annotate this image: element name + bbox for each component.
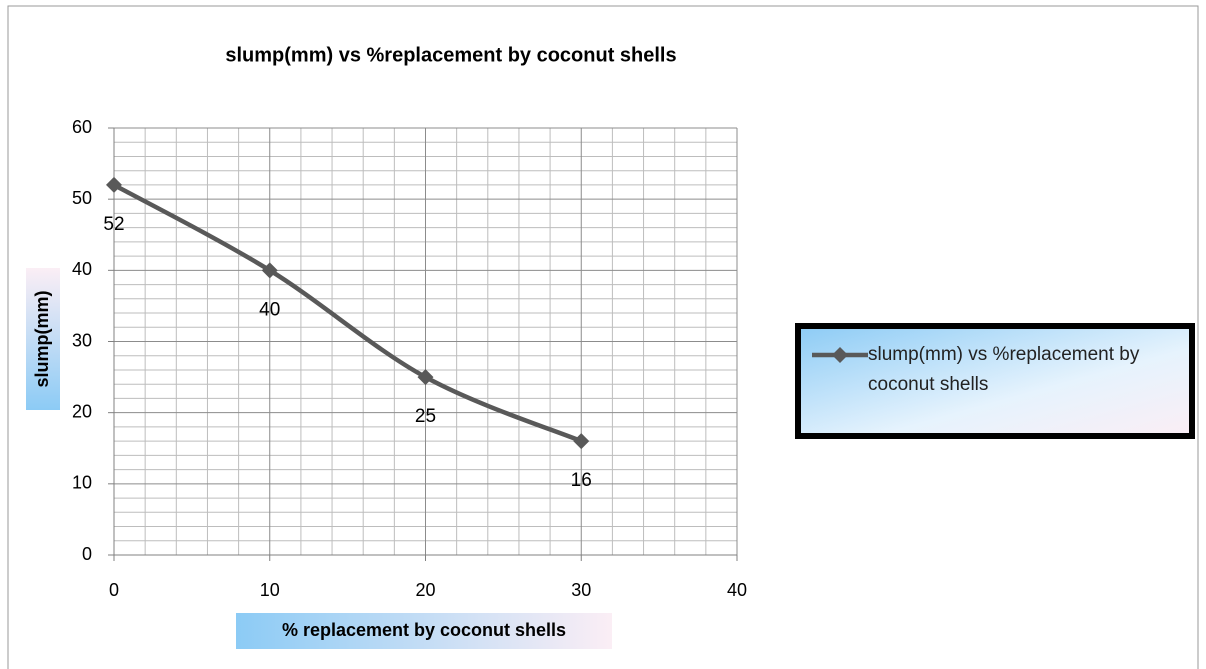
x-axis-title-bg — [236, 613, 612, 649]
data-label: 25 — [415, 406, 436, 427]
y-tick-label: 50 — [72, 188, 92, 208]
y-tick-label: 60 — [72, 117, 92, 137]
chart-border — [7, 5, 1199, 669]
data-label: 16 — [571, 470, 592, 491]
grid — [108, 127, 738, 561]
y-tick-label: 40 — [72, 259, 92, 279]
point-marker — [417, 369, 434, 386]
x-tick-label: 30 — [571, 580, 591, 600]
x-axis-title: % replacement by coconut shells — [282, 620, 566, 640]
point-marker — [573, 433, 590, 450]
data-label: 52 — [103, 214, 124, 235]
legend-box — [795, 323, 1195, 439]
y-tick-label: 20 — [72, 401, 92, 421]
x-tick-label: 10 — [260, 580, 280, 600]
point-marker — [106, 176, 122, 193]
y-tick-label: 10 — [72, 473, 92, 493]
legend-marker — [832, 347, 848, 363]
y-tick-label: 0 — [82, 544, 92, 564]
chart-title: slump(mm) vs %replacement by coconut she… — [225, 44, 676, 66]
legend-label: slump(mm) vs %replacement by coconut she… — [868, 344, 1140, 395]
point-marker — [261, 262, 278, 279]
y-axis-title-bg — [26, 268, 60, 410]
y-axis-title: slump(mm) — [32, 290, 52, 387]
x-tick-label: 0 — [109, 580, 119, 600]
series-line — [112, 182, 583, 444]
x-tick-label: 20 — [415, 580, 435, 600]
marks: 52 40 25 16 — [103, 176, 592, 491]
data-label: 40 — [259, 299, 280, 320]
y-tick-label: 30 — [72, 330, 92, 350]
x-tick-label: 40 — [727, 580, 747, 600]
